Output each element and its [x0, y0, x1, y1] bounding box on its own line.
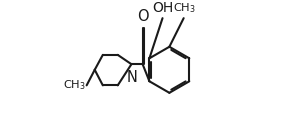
- Text: O: O: [137, 9, 149, 24]
- Text: CH$_3$: CH$_3$: [63, 78, 86, 92]
- Text: CH$_3$: CH$_3$: [173, 2, 196, 15]
- Text: OH: OH: [153, 1, 174, 15]
- Text: N: N: [127, 70, 137, 85]
